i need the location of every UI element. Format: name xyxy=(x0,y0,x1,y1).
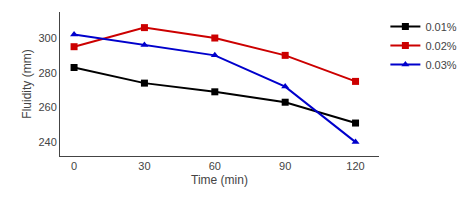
svg-text:0: 0 xyxy=(71,160,77,172)
svg-text:30: 30 xyxy=(138,160,150,172)
svg-text:240: 240 xyxy=(38,136,56,148)
svg-text:0.01%: 0.01% xyxy=(425,21,456,33)
svg-text:120: 120 xyxy=(346,160,364,172)
svg-text:90: 90 xyxy=(279,160,291,172)
svg-text:0.03%: 0.03% xyxy=(425,59,456,71)
svg-text:260: 260 xyxy=(38,101,56,113)
svg-text:0.02%: 0.02% xyxy=(425,40,456,52)
svg-text:300: 300 xyxy=(38,32,56,44)
svg-text:280: 280 xyxy=(38,67,56,79)
svg-text:60: 60 xyxy=(209,160,221,172)
svg-text:Time (min): Time (min) xyxy=(191,173,248,187)
svg-text:Fluidity (mm): Fluidity (mm) xyxy=(20,49,34,118)
